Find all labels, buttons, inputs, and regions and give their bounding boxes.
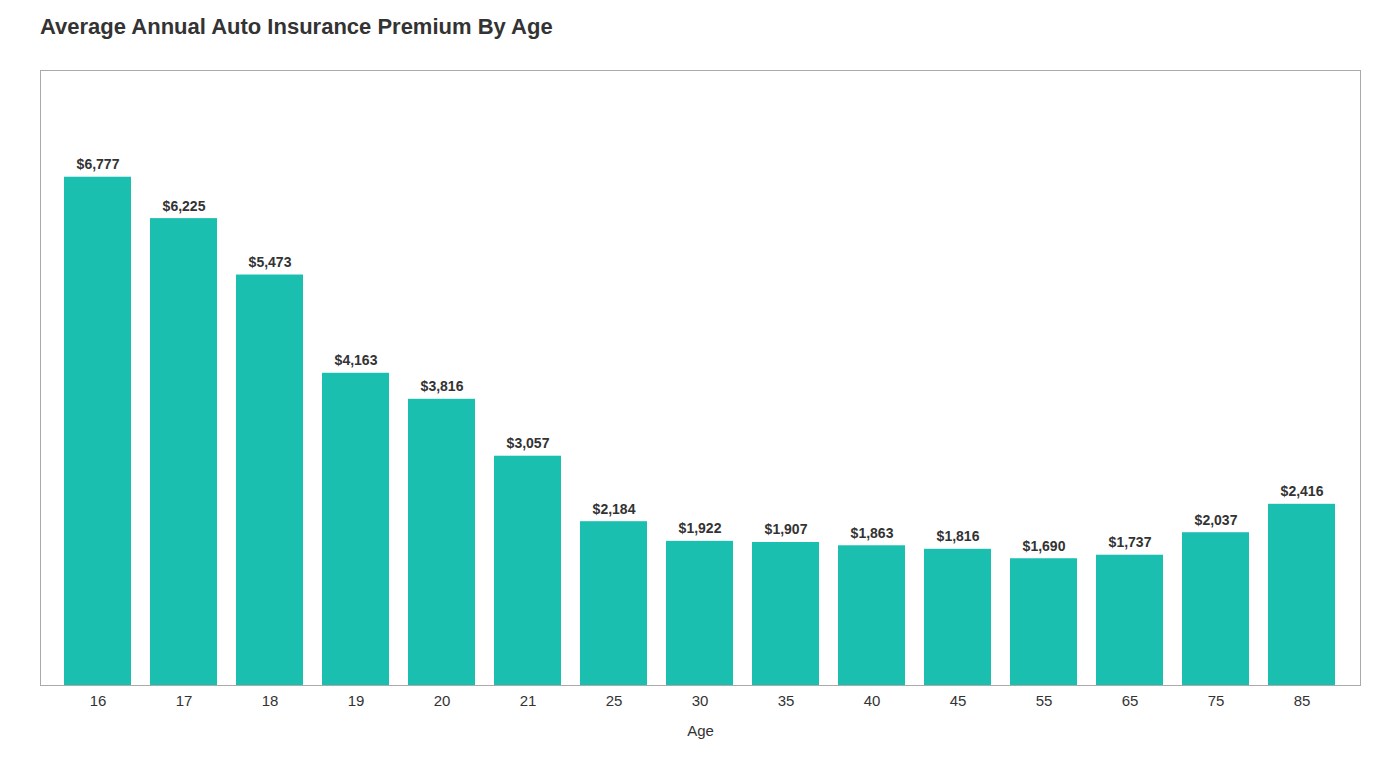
svg-text:85: 85 [1294,692,1311,709]
svg-text:$2,037: $2,037 [1195,512,1238,528]
svg-text:$1,737: $1,737 [1109,534,1152,550]
svg-text:$6,777: $6,777 [77,156,120,172]
svg-text:19: 19 [348,692,365,709]
svg-text:$1,690: $1,690 [1023,538,1066,554]
svg-text:65: 65 [1122,692,1139,709]
svg-text:55: 55 [1036,692,1053,709]
svg-text:25: 25 [606,692,623,709]
svg-text:$1,863: $1,863 [851,525,894,541]
svg-text:$1,907: $1,907 [765,521,808,537]
svg-text:$3,816: $3,816 [421,378,464,394]
svg-text:30: 30 [692,692,709,709]
svg-text:17: 17 [176,692,193,709]
svg-text:40: 40 [864,692,881,709]
svg-text:Age: Age [687,722,714,739]
svg-text:$2,416: $2,416 [1281,483,1324,499]
svg-text:18: 18 [262,692,279,709]
svg-text:$1,816: $1,816 [937,528,980,544]
svg-text:$3,057: $3,057 [507,435,550,451]
svg-text:75: 75 [1208,692,1225,709]
svg-text:45: 45 [950,692,967,709]
svg-text:$4,163: $4,163 [335,352,378,368]
svg-text:35: 35 [778,692,795,709]
svg-text:20: 20 [434,692,451,709]
html-text:Average Annual Auto Insurance: Average Annual Auto Insurance Premium By… [40,14,553,39]
svg-text:21: 21 [520,692,537,709]
svg-text:$2,184: $2,184 [593,501,636,517]
svg-text:$1,922: $1,922 [679,520,722,536]
svg-text:$6,225: $6,225 [163,198,206,214]
svg-text:16: 16 [90,692,107,709]
svg-text:$5,473: $5,473 [249,254,292,270]
